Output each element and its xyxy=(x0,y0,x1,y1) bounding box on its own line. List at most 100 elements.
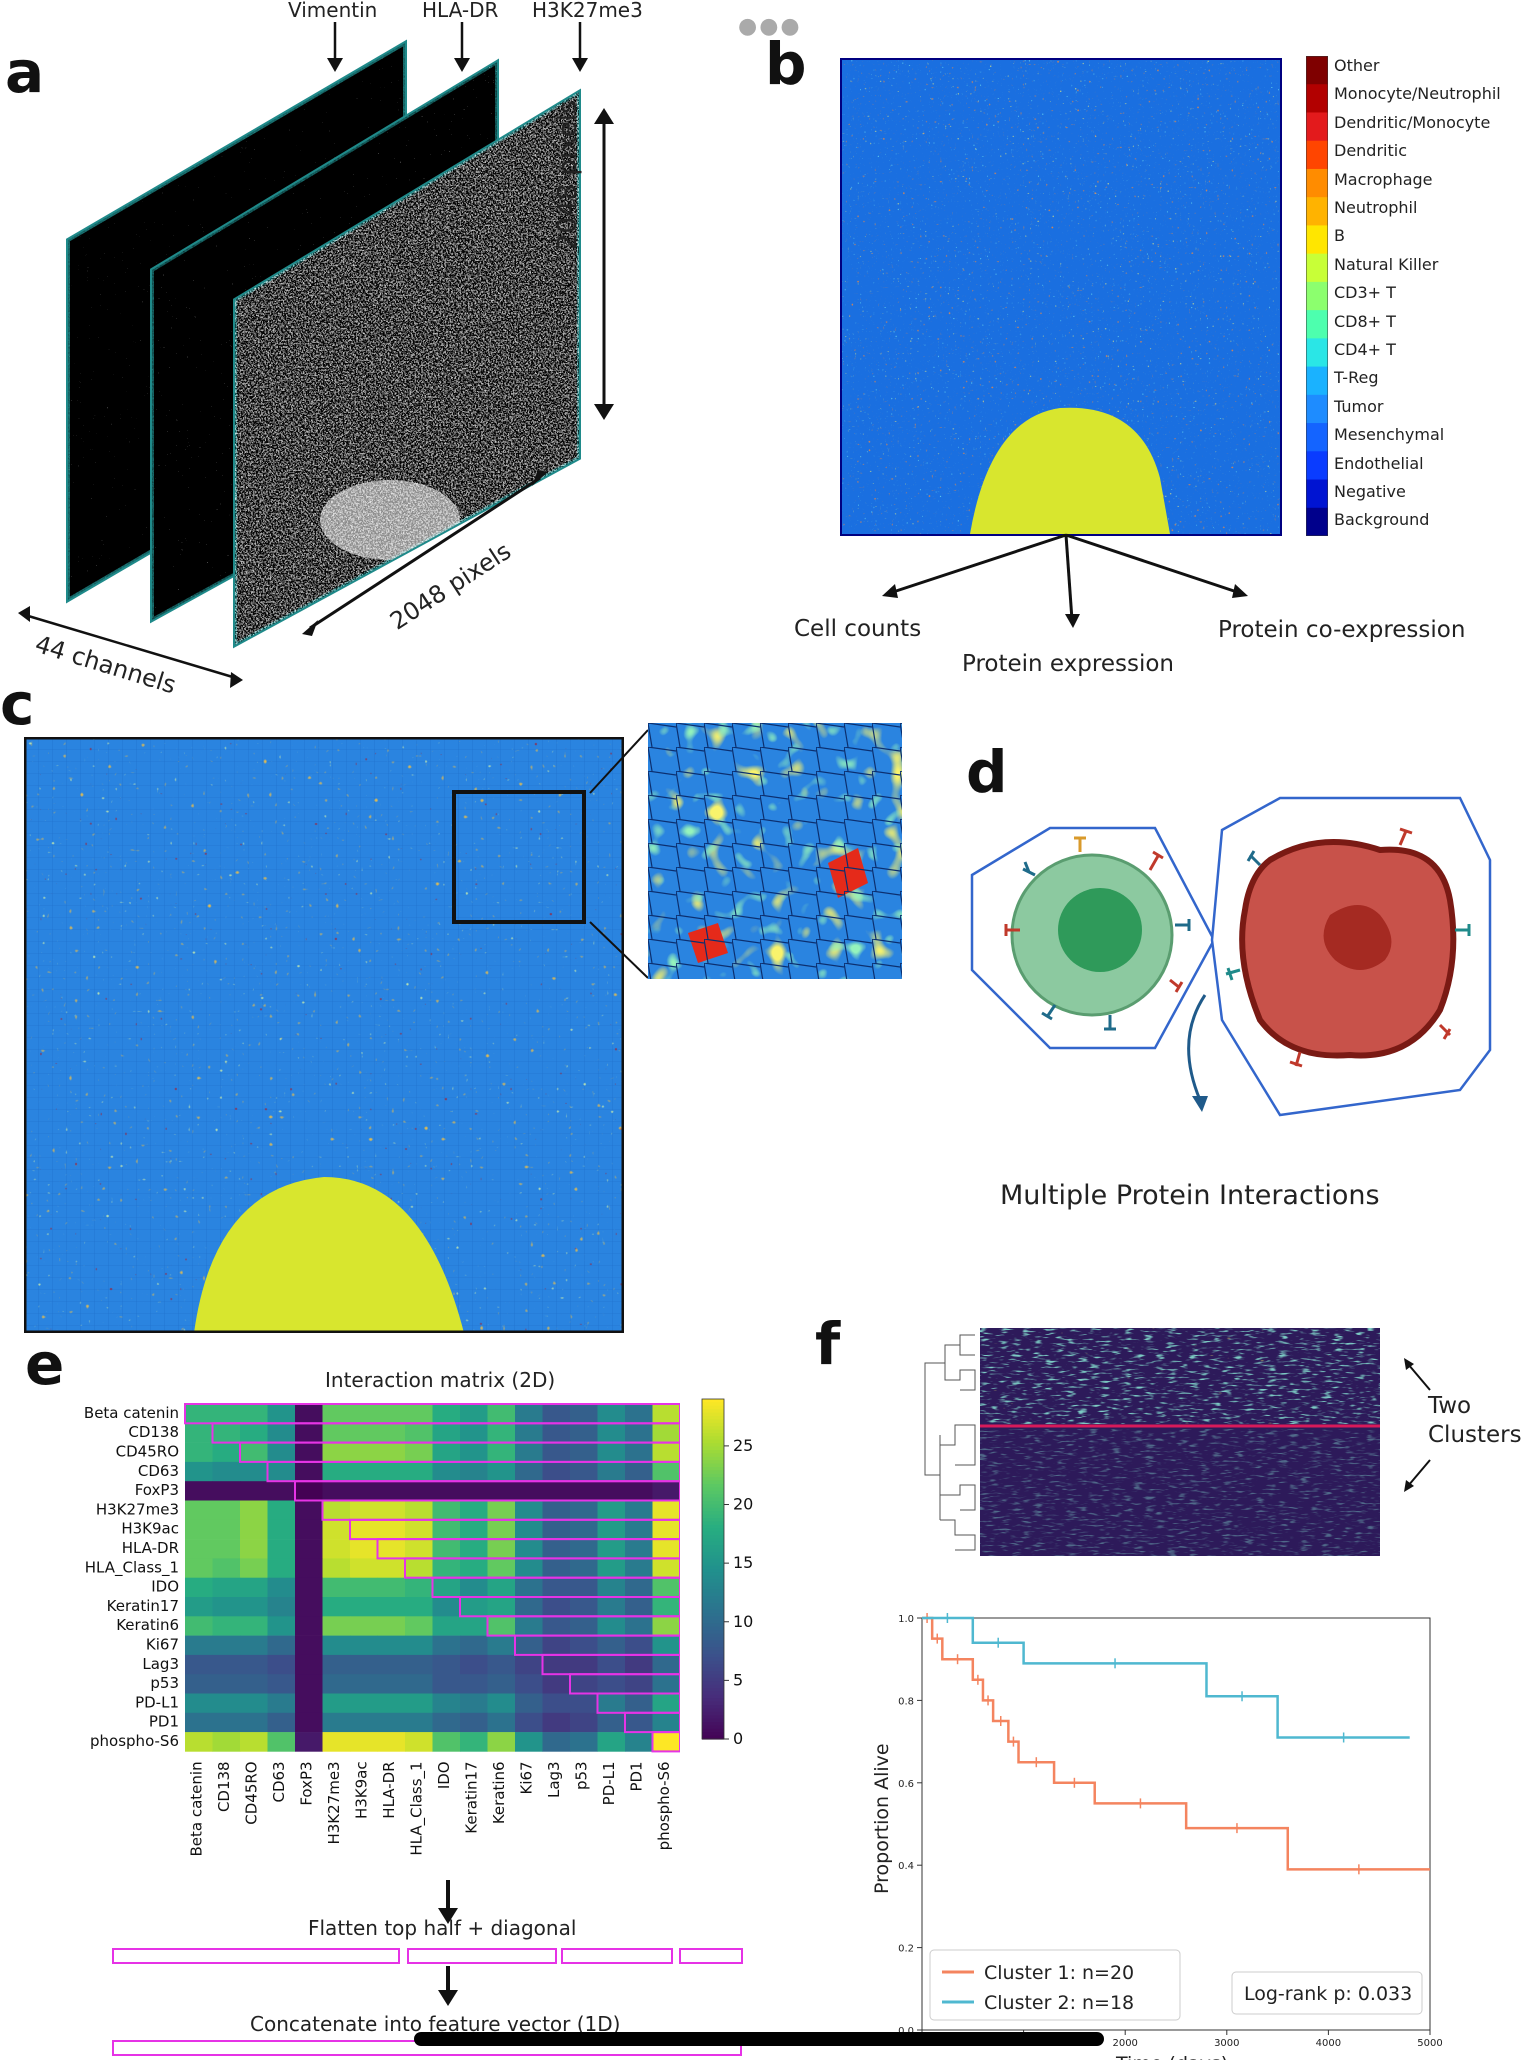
legend-item: Other xyxy=(1334,56,1380,75)
heatmap-cell xyxy=(350,1404,378,1424)
heatmap-cell xyxy=(267,1732,296,1752)
panel-e-letter: e xyxy=(25,1330,65,1398)
heatmap-cell xyxy=(267,1558,296,1578)
heatmap-col-label: PD1 xyxy=(628,1761,646,1791)
heatmap-cell xyxy=(240,1442,268,1463)
heatmap-cell xyxy=(460,1732,488,1752)
colorbar-swatch-4 xyxy=(1306,168,1328,198)
heatmap-col-label: H3K27me3 xyxy=(325,1761,343,1844)
output-cell-counts: Cell counts xyxy=(794,616,922,642)
heatmap-cell xyxy=(405,1577,433,1598)
heatmap-cell xyxy=(652,1635,680,1656)
heatmap-cell xyxy=(377,1481,406,1501)
heatmap-cell xyxy=(597,1616,626,1636)
heatmap-cell xyxy=(515,1635,543,1656)
heatmap-cell xyxy=(240,1539,268,1559)
heatmap-cell xyxy=(515,1693,543,1714)
heatmap-cell xyxy=(570,1597,598,1617)
heatmap-row-label: Keratin6 xyxy=(116,1616,179,1634)
heatmap-cell xyxy=(322,1404,351,1424)
heatmap-cell xyxy=(212,1461,241,1482)
heatmap-cell xyxy=(515,1712,543,1733)
heatmap-row-label: PD1 xyxy=(149,1713,179,1731)
heatmap-cell xyxy=(432,1577,461,1598)
heatmap-cell xyxy=(487,1635,516,1656)
heatmap-cell xyxy=(267,1597,296,1617)
heatmap-cell xyxy=(487,1654,516,1675)
heatmap-col-label: PD-L1 xyxy=(600,1761,618,1805)
heatmap-cell xyxy=(350,1693,378,1714)
heatmap-cell xyxy=(460,1635,488,1656)
heatmap-cell xyxy=(625,1635,653,1656)
heatmap-cell xyxy=(487,1481,516,1501)
home-indicator[interactable] xyxy=(414,2032,1104,2046)
heatmap-cell xyxy=(295,1519,323,1540)
colorbar-swatch-8 xyxy=(1306,281,1328,311)
km-y-tick: 0.2 xyxy=(898,1944,914,1955)
heatmap-cell xyxy=(350,1616,378,1636)
channel-label-h3k27me3: H3K27me3 xyxy=(532,0,643,22)
heatmap-cell xyxy=(267,1423,296,1443)
heatmap-cell xyxy=(350,1442,378,1463)
heatmap-cell xyxy=(267,1519,296,1540)
heatmap-cell xyxy=(597,1519,626,1540)
heatmap-cell xyxy=(405,1635,433,1656)
heatmap-cell xyxy=(570,1635,598,1656)
heatmap-cell xyxy=(460,1442,488,1463)
heatmap-cell xyxy=(240,1597,268,1617)
heatmap-cell xyxy=(515,1732,543,1752)
heatmap-cell xyxy=(487,1461,516,1482)
heatmap-cell xyxy=(267,1616,296,1636)
heatmap-cell xyxy=(487,1674,516,1694)
heatmap-cell xyxy=(487,1442,516,1463)
heatmap-cell xyxy=(322,1558,351,1578)
panel-a-figure xyxy=(18,22,614,688)
flattened-segments xyxy=(112,1948,743,1964)
km-legend: Cluster 1: n=20 Cluster 2: n=18 xyxy=(929,1949,1181,2021)
heatmap-col-label: Ki67 xyxy=(518,1761,536,1794)
heatmap-cell xyxy=(295,1616,323,1636)
heatmap-cell xyxy=(295,1654,323,1675)
heatmap-cell xyxy=(377,1616,406,1636)
heatmap-cell xyxy=(625,1732,653,1752)
km-x-tick: 4000 xyxy=(1316,2038,1341,2049)
heatmap-cell xyxy=(185,1404,213,1424)
heatmap-cell xyxy=(322,1423,351,1443)
heatmap-col-label: IDO xyxy=(435,1761,453,1789)
heatmap-cell xyxy=(267,1461,296,1482)
heatmap-cell xyxy=(405,1693,433,1714)
heatmap-cell xyxy=(377,1674,406,1694)
heatmap-cell xyxy=(212,1674,241,1694)
heatmap-cell xyxy=(212,1481,241,1501)
heatmap-col-label: phospho-S6 xyxy=(655,1761,673,1850)
two-clusters-label-2: Clusters xyxy=(1428,1422,1522,1448)
flatten-arrow xyxy=(438,1880,458,1924)
heatmap-cell xyxy=(405,1539,433,1559)
heatmap-cell xyxy=(212,1577,241,1598)
heatmap-cell xyxy=(432,1558,461,1578)
legend-item: Dendritic/Monocyte xyxy=(1334,112,1491,132)
heatmap-cell xyxy=(652,1654,680,1675)
heatmap-col-label: Keratin6 xyxy=(490,1761,508,1824)
heatmap-cell xyxy=(652,1442,680,1463)
km-y-tick: 0.4 xyxy=(898,1861,914,1872)
heatmap-cell xyxy=(212,1519,241,1540)
heatmap-cell xyxy=(212,1732,241,1752)
heatmap-cell xyxy=(377,1654,406,1675)
heatmap-cell xyxy=(377,1500,406,1521)
heatmap-cell xyxy=(405,1616,433,1636)
colorbar-swatch-10 xyxy=(1306,338,1328,368)
panel-f-letter: f xyxy=(815,1310,841,1378)
flatten-label: Flatten top half + diagonal xyxy=(308,1916,577,1940)
more-options-icon[interactable]: ●●● xyxy=(738,14,802,39)
heatmap-cell xyxy=(405,1712,433,1733)
heatmap-cell xyxy=(597,1597,626,1617)
heatmap-cell xyxy=(295,1558,323,1578)
legend-item: Mesenchymal xyxy=(1334,425,1445,445)
heatmap-row-label: Lag3 xyxy=(142,1655,179,1673)
heatmap-cell xyxy=(542,1423,571,1443)
heatmap-cell xyxy=(405,1519,433,1540)
heatmap-cell xyxy=(432,1712,461,1733)
heatmap-col-label: Lag3 xyxy=(545,1761,563,1798)
heatmap-cell xyxy=(350,1674,378,1694)
